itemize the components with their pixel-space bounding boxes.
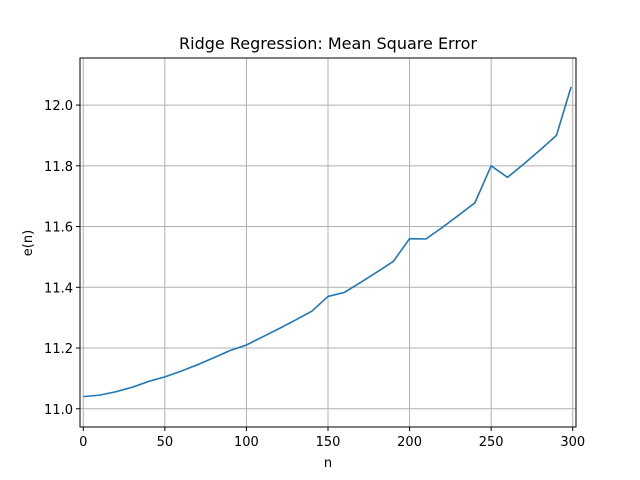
y-tick-label: 11.4 <box>44 281 73 296</box>
x-tick-label: 100 <box>234 435 259 450</box>
ticks: 0 50 100 150 200 250 300 11.0 11.2 11.4 11.6 11.8 12… <box>44 99 585 450</box>
x-tick-label: 250 <box>479 435 504 450</box>
y-tick-label: 11.2 <box>44 342 73 357</box>
y-tick-label: 11.6 <box>44 221 73 236</box>
y-tick-label: 11.8 <box>44 160 73 175</box>
x-tick-label: 0 <box>79 435 87 450</box>
x-tick-label: 300 <box>560 435 585 450</box>
series-line <box>83 86 572 398</box>
grid <box>80 58 576 427</box>
y-tick-label: 12.0 <box>44 99 73 114</box>
y-axis-label: e(n) <box>21 230 36 256</box>
series-layer <box>83 86 572 398</box>
x-tick-label: 50 <box>157 435 174 450</box>
chart-title: Ridge Regression: Mean Square Error <box>179 34 477 53</box>
x-tick-label: 150 <box>316 435 341 450</box>
y-tick-label: 11.0 <box>44 403 73 418</box>
x-axis-label: n <box>324 456 332 471</box>
x-tick-label: 200 <box>397 435 422 450</box>
